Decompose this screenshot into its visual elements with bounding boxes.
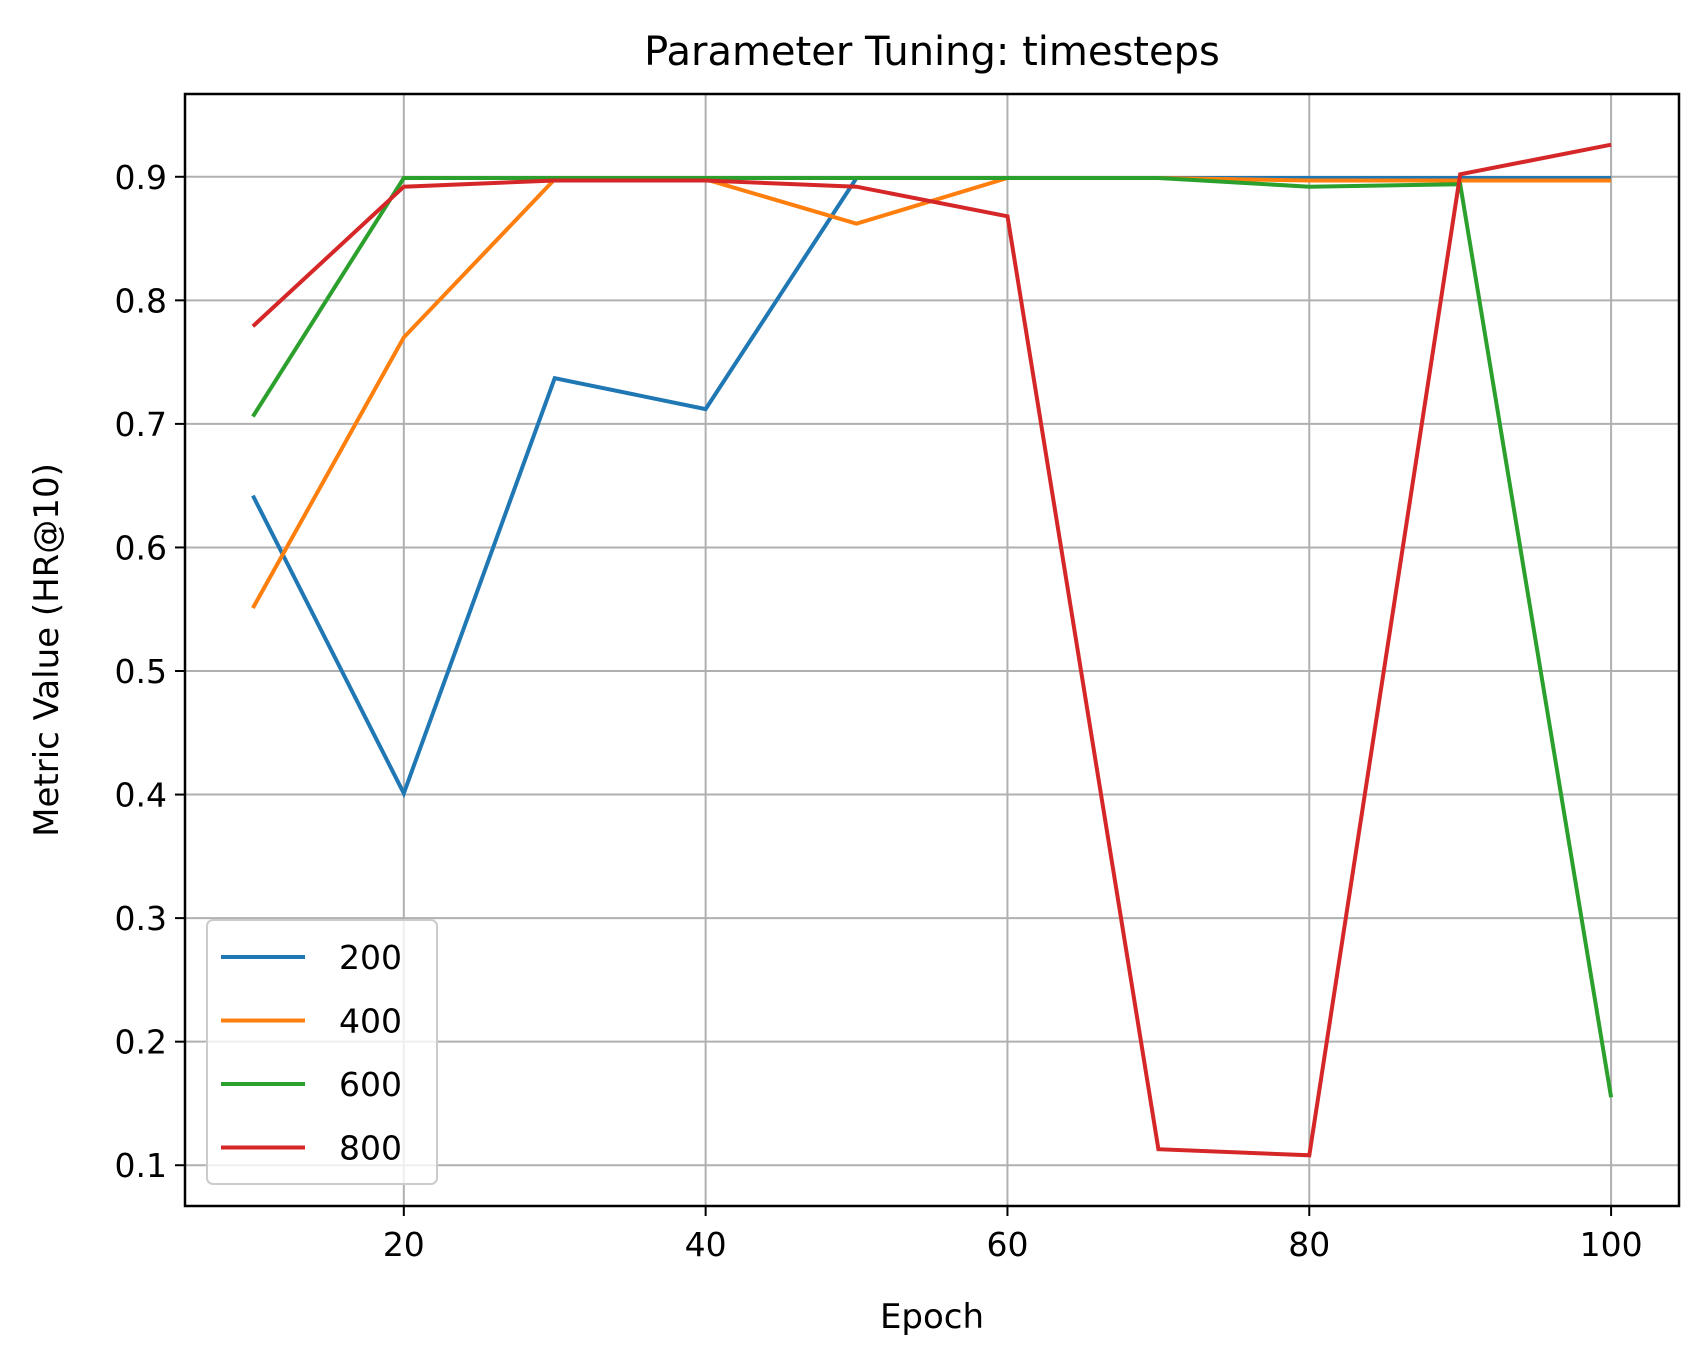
y-axis-label: Metric Value (HR@10) <box>27 463 67 837</box>
y-tick-label: 0.7 <box>115 405 167 444</box>
x-tick-label: 60 <box>986 1225 1028 1264</box>
series-lines <box>251 142 1614 1158</box>
x-tick-label: 40 <box>685 1225 727 1264</box>
y-tick-label: 0.1 <box>115 1146 167 1185</box>
legend-label-600: 600 <box>339 1065 402 1104</box>
y-tick-label: 0.8 <box>115 281 167 320</box>
x-axis-ticks: 20 40 60 80 100 <box>383 1206 1643 1264</box>
x-tick-label: 100 <box>1580 1225 1643 1264</box>
y-tick-label: 0.4 <box>115 776 167 815</box>
y-tick-label: 0.9 <box>115 158 167 197</box>
plot-frame <box>183 92 1681 1208</box>
y-tick-label: 0.6 <box>115 528 167 567</box>
legend-label-800: 800 <box>339 1129 402 1168</box>
chart-title: Parameter Tuning: timesteps <box>644 29 1220 75</box>
legend-box <box>206 919 438 1185</box>
series-line-600 <box>251 176 1614 1098</box>
series-line-800 <box>251 142 1612 1158</box>
y-tick-label: 0.2 <box>115 1023 167 1062</box>
y-tick-label: 0.3 <box>115 899 167 938</box>
legend-label-200: 200 <box>339 938 402 977</box>
y-tick-label: 0.5 <box>115 652 167 691</box>
legend: 200 400 600 800 <box>206 919 438 1185</box>
x-axis-label: Epoch <box>880 1297 984 1337</box>
series-line-400 <box>251 176 1612 609</box>
x-tick-label: 80 <box>1288 1225 1330 1264</box>
series-line-200 <box>251 176 1612 799</box>
y-axis-ticks: 0.1 0.2 0.3 0.4 0.5 0.6 0.7 0.8 0.9 <box>115 158 185 1185</box>
x-tick-label: 20 <box>383 1225 425 1264</box>
legend-label-400: 400 <box>339 1002 402 1041</box>
